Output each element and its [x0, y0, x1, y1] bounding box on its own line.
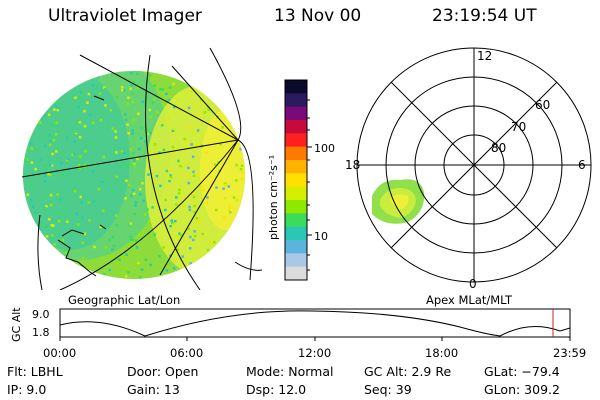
colorbar-stripe — [285, 200, 307, 214]
glat-info: GLat: −79.4 — [484, 364, 560, 379]
apex-caption: Apex MLat/MLT — [426, 293, 513, 307]
timeline-ytick-9: 9.0 — [32, 308, 50, 321]
colorbar-stripe — [285, 146, 307, 161]
colorbar: 100 10 photon cm⁻²s⁻¹ — [267, 79, 335, 281]
colorbar-stripe — [285, 93, 307, 108]
mlt-label-0: 0 — [469, 277, 477, 291]
altitude-curve — [59, 310, 571, 337]
altitude-timeline: GC Alt 9.0 1.8 00:00 06:00 12:00 18:00 2… — [10, 307, 586, 360]
polar-grid — [356, 47, 592, 283]
geographic-image — [21, 47, 263, 290]
filter-info: Flt: LBHL — [7, 364, 63, 379]
colorbar-stripe — [285, 266, 307, 281]
mlt-label-6: 6 — [578, 158, 586, 172]
geographic-caption: Geographic Lat/Lon — [68, 293, 180, 307]
timeline-xtick-2359: 23:59 — [553, 346, 586, 360]
colorbar-stripe — [285, 120, 307, 134]
colorbar-tick-10: 10 — [314, 230, 328, 243]
timeline-ticks — [59, 337, 571, 341]
colorbar-stripe — [285, 173, 307, 188]
timeline-xtick-1200: 12:00 — [298, 346, 331, 360]
mlat-label-80: 80 — [491, 141, 506, 155]
dsp-info: Dsp: 12.0 — [246, 382, 307, 397]
mlat-label-70: 70 — [511, 120, 526, 134]
mlt-label-18: 18 — [345, 158, 360, 172]
colorbar-stripe — [285, 133, 307, 148]
mlt-label-12: 12 — [477, 49, 492, 63]
timeline-xtick-0600: 06:00 — [170, 346, 203, 360]
colorbar-stripe — [285, 106, 307, 121]
time-label: 23:19:54 UT — [432, 6, 537, 26]
colorbar-gradient — [285, 80, 307, 281]
colorbar-stripe — [285, 186, 307, 201]
colorbar-unit-label: photon cm⁻²s⁻¹ — [267, 155, 280, 240]
instrument-title: Ultraviolet Imager — [48, 6, 202, 26]
timeline-xtick-0000: 00:00 — [43, 346, 76, 360]
gc-alt-info: GC Alt: 2.9 Re — [364, 364, 452, 379]
gain-info: Gain: 13 — [127, 382, 180, 397]
colorbar-stripe — [285, 240, 307, 254]
colorbar-tick-100: 100 — [314, 142, 335, 155]
colorbar-frame — [284, 79, 308, 281]
geo-grid — [21, 47, 263, 290]
door-info: Door: Open — [127, 364, 199, 379]
timeline-ylabel: GC Alt — [10, 307, 23, 342]
ip-info: IP: 9.0 — [7, 382, 47, 397]
glon-info: GLon: 309.2 — [484, 382, 560, 397]
mlat-label-60: 60 — [535, 98, 550, 112]
coastline — [57, 95, 107, 277]
date-label: 13 Nov 00 — [274, 6, 362, 26]
timeline-xtick-1800: 18:00 — [425, 346, 458, 360]
colorbar-stripe — [285, 213, 307, 228]
seq-info: Seq: 39 — [364, 382, 412, 397]
colorbar-ticks — [307, 99, 312, 271]
mode-info: Mode: Normal — [246, 364, 334, 379]
polar-plot: 12 18 6 0 60 70 80 — [345, 47, 592, 291]
colorbar-stripe — [285, 80, 307, 94]
colorbar-stripe — [285, 253, 307, 268]
timeline-ytick-1-8: 1.8 — [32, 326, 50, 339]
colorbar-stripe — [285, 226, 307, 241]
colorbar-stripe — [285, 160, 307, 174]
